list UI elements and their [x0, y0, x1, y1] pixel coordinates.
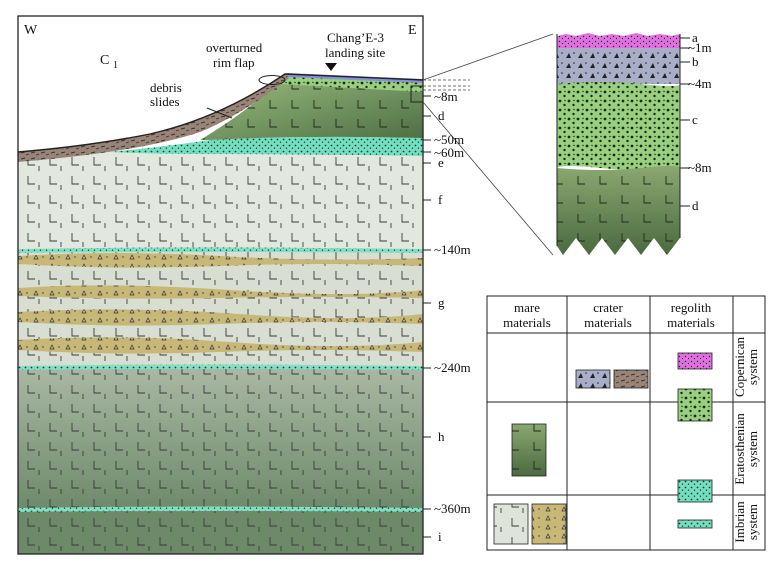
layer-label-g: g: [438, 295, 445, 310]
swatch-regolith-cyan-pattern: [678, 480, 712, 502]
breccia-band-2-pattern: [18, 285, 423, 299]
inset-layer-d-pattern: [557, 166, 680, 255]
legend-grid: [487, 296, 765, 550]
depth-label-360m: ~360m: [434, 501, 471, 516]
legend-header-mare-1: mare: [514, 300, 540, 315]
zoom-dashed-lines: [423, 79, 470, 91]
legend-frame: [486, 295, 766, 551]
layer-label-f: f: [438, 192, 443, 207]
legend-header-regolith-1: regolith: [671, 300, 712, 315]
layer-label-d: d: [438, 108, 445, 123]
swatch-mare-khaki-pattern: [532, 504, 566, 544]
inset-layer-label-c: c: [692, 112, 698, 127]
legend-row-eratosthenian-1: Eratosthenian: [732, 413, 747, 485]
mare-tick-pattern: [18, 152, 423, 554]
landing-site-marker-icon: [325, 63, 337, 71]
debris-slides-pattern: [18, 74, 289, 162]
landing-site-label-2: landing site: [325, 45, 386, 60]
compass-east: E: [408, 23, 417, 38]
legend-header-mare-2: materials: [503, 315, 551, 330]
layer-label-h: h: [438, 429, 445, 444]
depth-label-240m: ~240m: [434, 360, 471, 375]
layer-label-i: i: [438, 529, 442, 544]
legend-row-eratosthenian-2: system: [745, 431, 760, 467]
depth-label-50m: ~50m: [434, 132, 464, 147]
layer-c-thin-pattern: [280, 76, 423, 92]
compass-west: W: [24, 23, 38, 38]
legend-row-copernican-2: system: [745, 349, 760, 385]
swatch-regolith-green-pattern: [678, 389, 712, 421]
inset-layer-label-d: d: [692, 198, 699, 213]
section-frame: [17, 15, 424, 555]
legend-row-imbrian-1: Imbrian: [732, 501, 747, 543]
layer-d-pattern: [200, 76, 423, 140]
inset-depth-1m: ~1m: [688, 40, 712, 55]
inset-layer-b-pattern: [557, 48, 680, 84]
overturned-flap-marker: [258, 75, 286, 85]
debris-label-2: slides: [150, 94, 180, 109]
swatch-regolith-pink-pattern: [678, 353, 712, 369]
breccia-band-4-pattern: [18, 337, 423, 354]
inset-depth-8m: ~8m: [688, 160, 712, 175]
overturned-label-1: overturned: [206, 40, 263, 55]
legend-row-copernican-1: Copernican: [732, 337, 747, 397]
legend-row-imbrian-2: system: [745, 504, 760, 540]
depth-ticks: [423, 95, 431, 538]
inset-border: [556, 34, 681, 246]
inset-ticks: [680, 37, 690, 207]
layer-label-e: e: [438, 155, 444, 170]
layer-e-pattern: [110, 136, 423, 156]
legend-header-crater-2: materials: [584, 315, 632, 330]
swatch-regolith-cyan-thin-pattern: [678, 520, 712, 528]
breccia-band-3-pattern: [18, 309, 423, 326]
swatch-mare-dark-green-pattern: [512, 424, 546, 476]
inset-column: a ~1m b ~4m c ~8m d: [556, 30, 712, 255]
inset-depth-4m: ~4m: [688, 76, 712, 91]
breccia-band-1-pattern: [18, 253, 423, 268]
inset-layer-label-a: a: [692, 30, 698, 45]
swatch-crater-blue-pattern: [576, 370, 610, 388]
inset-layer-c-pattern: [557, 82, 680, 170]
swatch-crater-brown-pattern: [614, 370, 648, 388]
overturned-label-2: rim flap: [213, 55, 255, 70]
crater-label: C: [100, 53, 109, 68]
landing-site-label-1: Chang’E-3: [327, 30, 384, 45]
paleoregolith-240m-pattern: [18, 364, 423, 370]
surface-profile: [17, 73, 424, 153]
legend-table: mare materials crater materials regolith…: [486, 295, 766, 551]
depth-label-8m: ~8m: [434, 89, 458, 104]
zoom-connector-lines: [422, 33, 554, 256]
swatch-mare-pale-pattern: [494, 504, 528, 544]
depth-label-140m: ~140m: [434, 242, 471, 257]
inset-layer-label-b: b: [692, 54, 699, 69]
cross-section-panel: W E C 1 overturned rim flap Chang’E-3 la…: [17, 15, 554, 555]
paleoregolith-140m-pattern: [18, 247, 423, 253]
depth-label-60m: ~60m: [434, 145, 464, 160]
inset-layer-a-pattern: [557, 34, 680, 48]
zoom-box: [410, 85, 424, 103]
debris-leader: [206, 107, 233, 119]
debris-label-1: debris: [150, 80, 182, 95]
paleoregolith-360m-pattern: [18, 506, 423, 512]
legend-header-crater-1: crater: [593, 300, 623, 315]
crater-label-subscript: 1: [113, 60, 118, 71]
legend-header-regolith-2: materials: [667, 315, 715, 330]
